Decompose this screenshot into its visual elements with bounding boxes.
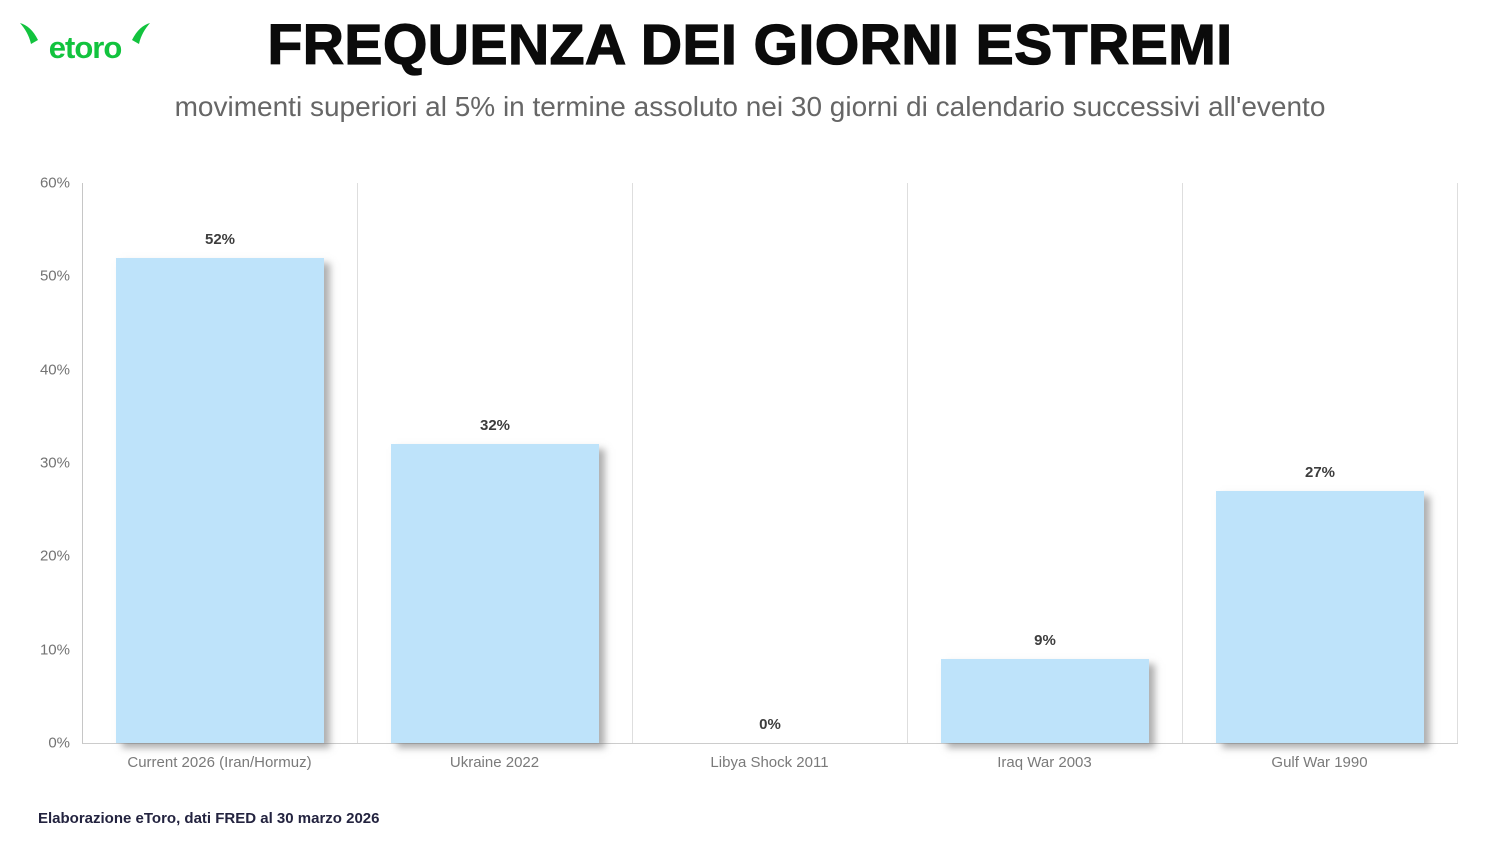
chart-panel: 0% [633, 183, 908, 743]
bar-value-label: 27% [1304, 464, 1336, 481]
chart-panel: 52% [83, 183, 358, 743]
category-label: Gulf War 1990 [1271, 754, 1368, 771]
etoro-logo-icon: etoro [20, 23, 150, 65]
chart-panel: 9% [908, 183, 1183, 743]
bar [115, 257, 325, 743]
category-label: Current 2026 (Iran/Hormuz) [127, 754, 312, 771]
etoro-logo-text: etoro [49, 30, 122, 65]
bar-value-label: 32% [479, 417, 511, 435]
y-axis-tick-label: 30% [39, 454, 70, 472]
page-subtitle: movimenti superiori al 5% in termine ass… [174, 91, 1326, 122]
bar [390, 444, 600, 743]
chart-panel: 27% [1183, 183, 1458, 743]
bar [940, 659, 1150, 743]
chart-panels: 52% 32% 0% 9% 27% [83, 183, 1458, 743]
category-label: Ukraine 2022 [449, 754, 540, 771]
y-axis-tick-label: 50% [39, 267, 70, 285]
bar-value-label: 0% [759, 716, 781, 733]
y-axis-tick-label: 60% [39, 174, 70, 192]
category-label: Iraq War 2003 [997, 754, 1092, 771]
page-title: FREQUENZA DEI GIORNI ESTREMI [267, 12, 1233, 77]
y-axis-tick-label: 0% [48, 734, 70, 752]
etoro-logo: etoro [20, 20, 150, 70]
source-note: Elaborazione eToro, dati FRED al 30 marz… [38, 810, 380, 827]
category-labels: Current 2026 (Iran/Hormuz) Ukraine 2022 Li… [82, 754, 1457, 771]
bar-value-label: 52% [204, 230, 236, 248]
category-label: Libya Shock 2011 [710, 754, 829, 771]
chart-panel: 32% [358, 183, 633, 743]
bar [1215, 491, 1425, 743]
bull-horn-left-icon [20, 23, 38, 44]
bull-horn-right-icon [132, 23, 150, 44]
y-axis-tick-label: 40% [39, 361, 70, 379]
y-axis-tick-label: 10% [39, 641, 70, 659]
bar-chart: 52% 32% 0% 9% 27% [82, 183, 1458, 744]
y-axis-labels: 0% 10% 20% 30% 40% 50% 60% [0, 175, 76, 752]
bar-value-label: 9% [1034, 632, 1056, 649]
y-axis-tick-label: 20% [39, 547, 70, 565]
